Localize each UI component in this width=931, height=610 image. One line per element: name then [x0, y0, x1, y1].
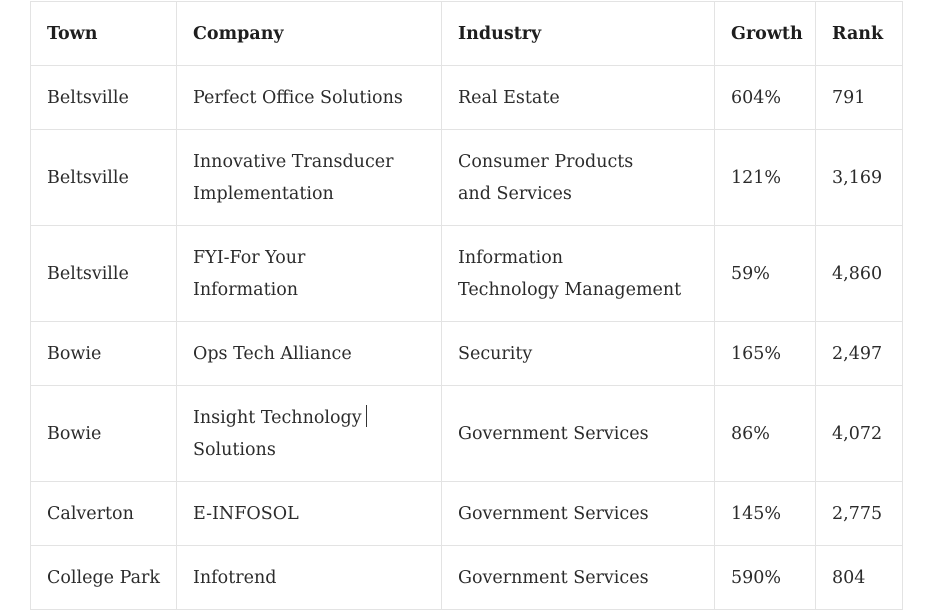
table-row: Beltsville Innovative Transducer Impleme… — [30, 129, 903, 226]
table-row: College Park Infotrend Government Servic… — [30, 545, 903, 610]
cell-industry-line: Information — [458, 247, 564, 268]
table-row: Calverton E-INFOSOL Government Services … — [30, 481, 903, 546]
cell-industry-line: Technology Management — [458, 279, 682, 300]
cell-company: FYI-For Your Information — [176, 225, 442, 322]
cell-town: Bowie — [30, 321, 177, 386]
header-growth: Growth — [714, 1, 816, 66]
header-town: Town — [30, 1, 177, 66]
cell-company: Ops Tech Alliance — [176, 321, 442, 386]
cell-growth: 604% — [714, 65, 816, 130]
cell-town: Bowie — [30, 385, 177, 482]
text-cursor — [365, 404, 367, 427]
table-row: Beltsville FYI-For Your Information Info… — [30, 225, 903, 322]
cell-rank: 2,497 — [815, 321, 903, 386]
cell-town: Beltsville — [30, 225, 177, 322]
cell-company-line: Innovative Transducer — [193, 151, 394, 172]
cell-industry: Real Estate — [441, 65, 715, 130]
cell-town: College Park — [30, 545, 177, 610]
cell-growth: 165% — [714, 321, 816, 386]
cell-rank: 2,775 — [815, 481, 903, 546]
cell-company: E-INFOSOL — [176, 481, 442, 546]
header-industry: Industry — [441, 1, 715, 66]
cell-growth: 121% — [714, 129, 816, 226]
cell-rank: 4,072 — [815, 385, 903, 482]
cell-growth: 59% — [714, 225, 816, 322]
cell-company: Innovative Transducer Implementation — [176, 129, 442, 226]
cell-town: Beltsville — [30, 129, 177, 226]
cell-company: Insight Technology Solutions — [176, 385, 442, 482]
cell-rank: 791 — [815, 65, 903, 130]
header-company: Company — [176, 1, 442, 66]
cell-rank: 4,860 — [815, 225, 903, 322]
cell-rank: 804 — [815, 545, 903, 610]
cell-industry: Government Services — [441, 545, 715, 610]
table-container: Town Company Industry Growth Rank Beltsv… — [30, 1, 903, 610]
cell-company-line: Solutions — [193, 439, 276, 460]
cell-rank: 3,169 — [815, 129, 903, 226]
header-rank: Rank — [815, 1, 903, 66]
table-row: Bowie Insight Technology Solutions Gover… — [30, 385, 903, 482]
cell-growth: 86% — [714, 385, 816, 482]
cell-industry: Security — [441, 321, 715, 386]
cell-company: Perfect Office Solutions — [176, 65, 442, 130]
cell-town: Calverton — [30, 481, 177, 546]
cell-industry: Government Services — [441, 385, 715, 482]
cell-growth: 590% — [714, 545, 816, 610]
cell-company-line: Implementation — [193, 183, 334, 204]
cell-industry: Information Technology Management — [441, 225, 715, 322]
table-row: Bowie Ops Tech Alliance Security 165% 2,… — [30, 321, 903, 386]
companies-table: Town Company Industry Growth Rank Beltsv… — [30, 1, 903, 610]
cell-company: Infotrend — [176, 545, 442, 610]
cell-town: Beltsville — [30, 65, 177, 130]
cell-industry: Government Services — [441, 481, 715, 546]
cell-industry-line: Consumer Products — [458, 151, 634, 172]
cell-industry: Consumer Products and Services — [441, 129, 715, 226]
cell-company-line: FYI-For Your — [193, 247, 306, 268]
cell-industry-line: and Services — [458, 183, 572, 204]
table-header-row: Town Company Industry Growth Rank — [30, 1, 903, 66]
cell-company-line: Information — [193, 279, 299, 300]
cell-growth: 145% — [714, 481, 816, 546]
cell-company-line: Insight Technology — [193, 407, 362, 428]
table-row: Beltsville Perfect Office Solutions Real… — [30, 65, 903, 130]
